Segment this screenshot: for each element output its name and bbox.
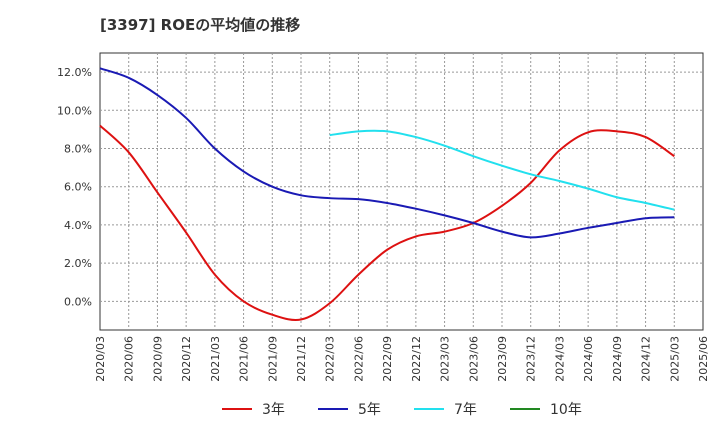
x-tick-label: 2020/09 [151,336,164,382]
x-tick-label: 2025/03 [668,336,681,382]
x-tick-label: 2021/03 [209,336,222,382]
series-line-0 [99,124,675,321]
y-tick-label: 10.0% [57,104,92,117]
x-tick-label: 2021/09 [266,336,279,382]
y-tick-label: 2.0% [64,257,92,270]
y-tick-label: 4.0% [64,219,92,232]
x-tick-label: 2020/12 [180,336,193,382]
x-tick-label: 2022/12 [410,336,423,382]
series-line-1 [99,67,675,239]
legend-label: 5年 [358,402,381,418]
x-tick-label: 2020/06 [123,336,136,382]
chart-title: [3397] ROEの平均値の推移 [100,16,301,34]
x-tick-label: 2024/12 [640,336,653,382]
y-tick-label: 12.0% [57,66,92,79]
x-tick-label: 2024/06 [582,336,595,382]
legend-label: 10年 [550,402,582,418]
x-tick-label: 2024/03 [553,336,566,382]
x-tick-label: 2022/03 [324,336,337,382]
x-tick-label: 2025/06 [697,336,710,382]
x-tick-label: 2021/12 [295,336,308,382]
legend-label: 3年 [262,402,285,418]
x-tick-label: 2021/06 [238,336,251,382]
legend-label: 7年 [454,402,477,418]
x-tick-label: 2022/09 [381,336,394,382]
x-tick-label: 2020/03 [94,336,107,382]
y-tick-label: 6.0% [64,181,92,194]
x-tick-label: 2022/06 [352,336,365,382]
x-tick-label: 2023/12 [525,336,538,382]
y-tick-label: 0.0% [64,295,92,308]
x-tick-label: 2023/09 [496,336,509,382]
x-tick-label: 2023/06 [467,336,480,382]
x-tick-label: 2024/09 [611,336,624,382]
series-line-2 [329,129,675,211]
x-tick-label: 2023/03 [439,336,452,382]
y-tick-label: 8.0% [64,143,92,156]
plot-area [99,52,704,331]
